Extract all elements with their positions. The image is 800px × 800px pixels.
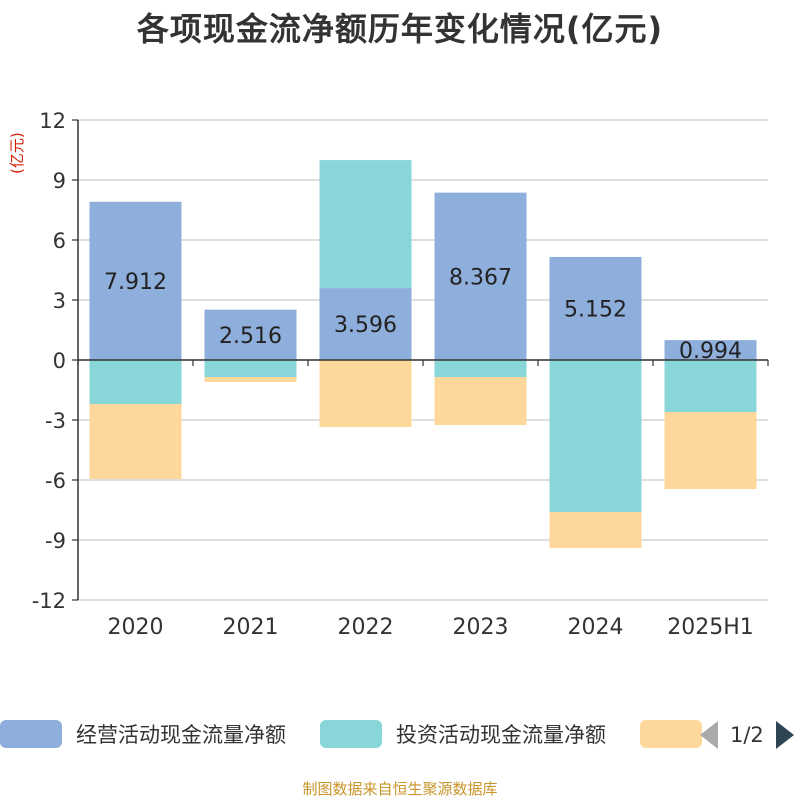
bar-series2-2025H1	[664, 360, 757, 412]
legend: 经营活动现金流量净额 投资活动现金流量净额 1/2	[0, 712, 800, 756]
legend-next-page-icon[interactable]	[775, 721, 794, 749]
y-tick-label: 6	[53, 229, 66, 253]
data-label: 8.367	[449, 265, 512, 290]
legend-swatch	[320, 720, 382, 748]
data-label: 3.596	[334, 313, 397, 338]
x-tick-label: 2022	[338, 615, 394, 640]
x-tick-label: 2023	[453, 615, 509, 640]
y-tick-label: 0	[53, 349, 66, 373]
legend-page-indicator: 1/2	[730, 723, 764, 747]
bar-series1-2022	[319, 288, 412, 360]
bar-series3-2022	[319, 360, 412, 427]
data-label: 7.912	[104, 270, 167, 295]
y-tick-label: -3	[45, 409, 66, 433]
bar-series3-2021	[204, 377, 297, 382]
data-source-note: 制图数据来自恒生聚源数据库	[302, 780, 498, 798]
data-label: 5.152	[564, 297, 627, 322]
bar-series3-2025H1	[664, 412, 757, 489]
y-tick-label: -6	[45, 469, 66, 493]
labels: 7.912 2.516 3.596 8.367 5.152 0.994	[104, 265, 742, 364]
bar-series2-2020	[89, 360, 182, 404]
bar-series2-2022	[319, 160, 412, 289]
bar-series2-2023	[434, 360, 527, 377]
bar-series3-2024	[549, 512, 642, 548]
legend-swatch	[640, 720, 702, 748]
legend-item[interactable]: 投资活动现金流量净额	[320, 712, 606, 756]
bar-series3-2020	[89, 404, 182, 479]
bars	[89, 160, 757, 548]
bar-series1-2024	[549, 256, 642, 360]
y-tick-label: 3	[53, 289, 66, 313]
axes: 12 9 6 3 0 -3 -6 -9 -12 2020 2021 2022 2023 2024 2025H…	[32, 109, 769, 640]
bar-series2-2021	[204, 360, 297, 377]
legend-label: 投资活动现金流量净额	[396, 723, 606, 747]
legend-pager: 1/2	[700, 720, 794, 750]
x-tick-label: 2025H1	[667, 615, 754, 640]
x-tick-label: 2021	[223, 615, 279, 640]
chart-title: 各项现金流净额历年变化情况(亿元)	[136, 10, 664, 48]
legend-swatch	[0, 720, 62, 748]
bar-series1-2025H1	[664, 340, 757, 360]
y-tick-label: -12	[32, 589, 66, 613]
y-tick-label: -9	[45, 529, 66, 553]
bar-chart: 12 9 6 3 0 -3 -6 -9 -12 2020 2021 2022 2023 2024 2025H…	[32, 109, 769, 640]
bar-series3-2023	[434, 377, 527, 425]
data-label: 2.516	[219, 324, 282, 349]
bar-series1-2020	[89, 201, 182, 360]
data-label: 0.994	[679, 339, 742, 364]
legend-item[interactable]	[640, 712, 702, 756]
legend-label: 经营活动现金流量净额	[76, 723, 286, 747]
legend-item[interactable]: 经营活动现金流量净额	[0, 712, 286, 756]
y-tick-label: 9	[53, 169, 66, 193]
bar-series2-2024	[549, 360, 642, 512]
legend-prev-page-icon[interactable]	[700, 721, 718, 749]
x-tick-label: 2024	[568, 615, 624, 640]
x-tick-label: 2020	[108, 615, 164, 640]
bar-series1-2023	[434, 192, 527, 360]
bar-series1-2021	[204, 309, 297, 360]
y-tick-label: 12	[39, 109, 66, 133]
grid-lines	[78, 119, 768, 601]
